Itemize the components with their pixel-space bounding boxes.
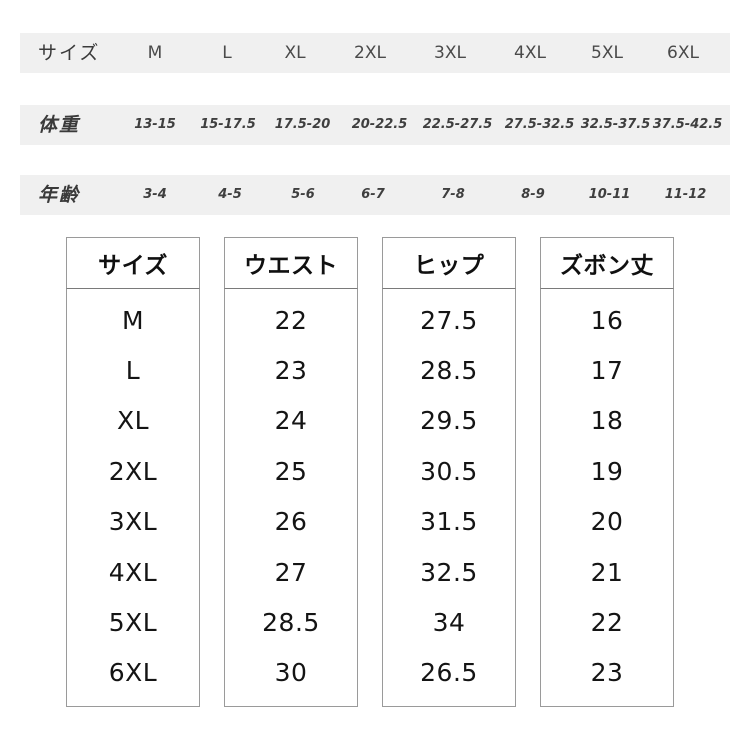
summary-cell-size-6: 5XL: [591, 43, 623, 63]
table-cell-waist-1: 23: [274, 356, 308, 386]
summary-cell-age-0: 3-4: [143, 187, 167, 202]
table-cell-size-5: 4XL: [108, 557, 158, 587]
summary-cell-age-6: 10-11: [588, 187, 631, 202]
table-column-waist: ウエスト 22 23 24 25 26 27 28.5 30: [224, 237, 358, 707]
table-cell-hip-3: 30.5: [420, 456, 478, 486]
summary-row-size: サイズ M L XL 2XL 3XL 4XL 5XL 6XL: [20, 33, 730, 73]
summary-cell-age-5: 8-9: [521, 187, 545, 202]
summary-cell-weight-7: 37.5-42.5: [652, 117, 723, 132]
summary-cell-size-5: 4XL: [514, 43, 546, 63]
summary-cell-weight-6: 32.5-37.5: [580, 117, 651, 132]
table-cell-size-2: XL: [116, 406, 150, 436]
summary-cell-weight-4: 22.5-27.5: [422, 117, 493, 132]
table-cell-size-3: 2XL: [108, 456, 158, 486]
summary-row-age: 年齢 3-4 4-5 5-6 6-7 7-8 8-9 10-11 11-12: [20, 175, 730, 215]
table-column-size: サイズ M L XL 2XL 3XL 4XL 5XL 6XL: [66, 237, 200, 707]
summary-cell-age-1: 4-5: [218, 187, 242, 202]
table-cell-waist-6: 28.5: [262, 607, 320, 637]
table-body-pants-length: 16 17 18 19 20 21 22 23: [540, 289, 674, 707]
table-header-size: サイズ: [66, 237, 200, 289]
table-cell-waist-2: 24: [274, 406, 308, 436]
table-cell-hip-4: 31.5: [420, 507, 478, 537]
summary-cell-weight-0: 13-15: [134, 117, 176, 132]
summary-cell-weight-3: 20-22.5: [351, 117, 408, 132]
summary-row-label-size: サイズ: [38, 42, 101, 64]
table-column-pants-length: ズボン丈 16 17 18 19 20 21 22 23: [540, 237, 674, 707]
table-cell-size-7: 6XL: [108, 658, 158, 688]
table-cell-pants-length-7: 23: [590, 658, 624, 688]
summary-cell-size-3: 2XL: [354, 43, 386, 63]
table-cell-pants-length-0: 16: [590, 305, 624, 335]
summary-cell-age-7: 11-12: [664, 187, 707, 202]
table-cell-waist-4: 26: [274, 507, 308, 537]
table-header-pants-length: ズボン丈: [540, 237, 674, 289]
summary-cell-weight-1: 15-17.5: [200, 117, 256, 132]
table-cell-waist-0: 22: [274, 305, 308, 335]
table-column-hip: ヒップ 27.5 28.5 29.5 30.5 31.5 32.5 34 26.…: [382, 237, 516, 707]
summary-cell-age-2: 5-6: [291, 187, 315, 202]
table-cell-size-6: 5XL: [108, 607, 158, 637]
table-header-waist: ウエスト: [224, 237, 358, 289]
summary-row-label-weight: 体重: [38, 114, 81, 136]
table-cell-pants-length-3: 19: [590, 456, 624, 486]
summary-band-size: サイズ M L XL 2XL 3XL 4XL 5XL 6XL: [20, 33, 730, 73]
table-header-hip: ヒップ: [382, 237, 516, 289]
summary-cell-size-7: 6XL: [667, 43, 699, 63]
table-cell-pants-length-6: 22: [590, 607, 624, 637]
summary-cell-age-3: 6-7: [361, 187, 385, 202]
table-cell-pants-length-5: 21: [590, 557, 624, 587]
table-cell-waist-7: 30: [274, 658, 308, 688]
summary-cell-size-2: XL: [284, 43, 306, 63]
table-cell-hip-1: 28.5: [420, 356, 478, 386]
summary-cell-age-4: 7-8: [441, 187, 465, 202]
table-cell-hip-6: 34: [432, 607, 466, 637]
table-body-waist: 22 23 24 25 26 27 28.5 30: [224, 289, 358, 707]
table-cell-waist-5: 27: [274, 557, 308, 587]
table-cell-size-0: M: [121, 305, 145, 335]
table-cell-hip-0: 27.5: [420, 305, 478, 335]
size-table: サイズ M L XL 2XL 3XL 4XL 5XL 6XL ウエスト 22 2…: [66, 237, 674, 707]
summary-row-label-age: 年齢: [38, 184, 81, 206]
summary-band-age: 年齢 3-4 4-5 5-6 6-7 7-8 8-9 10-11 11-12: [20, 175, 730, 215]
summary-cell-weight-5: 27.5-32.5: [504, 117, 575, 132]
table-cell-pants-length-4: 20: [590, 507, 624, 537]
summary-row-weight: 体重 13-15 15-17.5 17.5-20 20-22.5 22.5-27…: [20, 105, 730, 145]
table-cell-pants-length-1: 17: [590, 356, 624, 386]
table-body-size: M L XL 2XL 3XL 4XL 5XL 6XL: [66, 289, 200, 707]
summary-cell-size-4: 3XL: [434, 43, 466, 63]
summary-cell-weight-2: 17.5-20: [274, 117, 331, 132]
table-cell-waist-3: 25: [274, 456, 308, 486]
table-cell-pants-length-2: 18: [590, 406, 624, 436]
summary-band-weight: 体重 13-15 15-17.5 17.5-20 20-22.5 22.5-27…: [20, 105, 730, 145]
summary-cell-size-1: L: [222, 43, 232, 63]
table-cell-hip-7: 26.5: [420, 658, 478, 688]
table-body-hip: 27.5 28.5 29.5 30.5 31.5 32.5 34 26.5: [382, 289, 516, 707]
table-cell-hip-2: 29.5: [420, 406, 478, 436]
summary-cell-size-0: M: [147, 43, 163, 63]
table-cell-size-1: L: [125, 356, 141, 386]
table-cell-hip-5: 32.5: [420, 557, 478, 587]
table-cell-size-4: 3XL: [108, 507, 158, 537]
